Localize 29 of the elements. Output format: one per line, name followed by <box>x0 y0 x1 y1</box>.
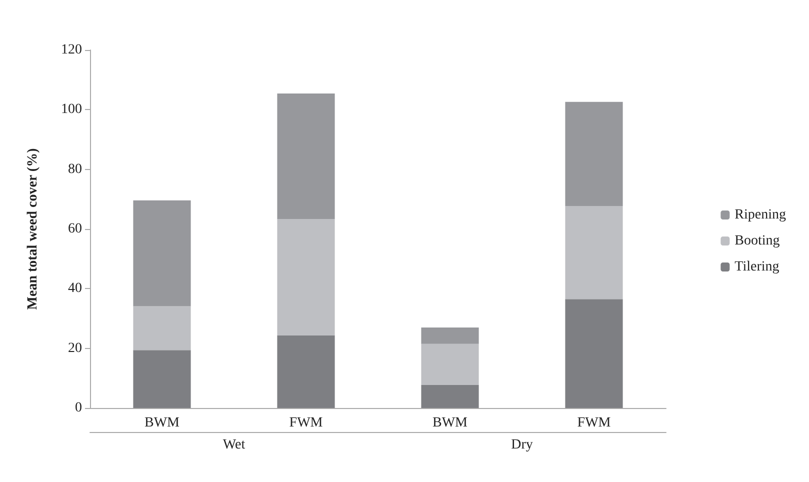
y-tick-label: 120 <box>61 42 82 58</box>
x-tick-label: FWM <box>289 416 324 430</box>
bar <box>277 219 335 336</box>
x-tick-label: FWM <box>577 416 612 430</box>
bar <box>421 344 479 386</box>
legend-label: Booting <box>734 234 780 248</box>
y-tick-label: 0 <box>75 400 82 416</box>
bar <box>133 350 191 408</box>
x-tick-label: BWM <box>432 416 468 430</box>
y-tick-label: 60 <box>68 222 82 236</box>
bar <box>277 94 335 220</box>
y-tick-label: 40 <box>68 281 82 296</box>
y-tick-label: 100 <box>61 102 82 118</box>
bar <box>565 206 623 300</box>
y-tick-label: 20 <box>68 340 82 356</box>
bar <box>277 335 335 408</box>
bar <box>133 306 191 350</box>
bar <box>133 200 191 306</box>
bar <box>565 102 623 206</box>
bar <box>421 385 479 408</box>
y-axis-title: Mean total weed cover (%) <box>26 148 40 310</box>
bar <box>565 299 623 408</box>
legend-label: Ripening <box>734 208 786 222</box>
text: Wet <box>222 438 246 452</box>
text: Dry <box>511 438 533 452</box>
bar <box>421 327 479 344</box>
x-tick-label: BWM <box>144 416 180 430</box>
legend-label: Tilering <box>734 260 780 274</box>
y-tick-label: 80 <box>68 162 82 177</box>
